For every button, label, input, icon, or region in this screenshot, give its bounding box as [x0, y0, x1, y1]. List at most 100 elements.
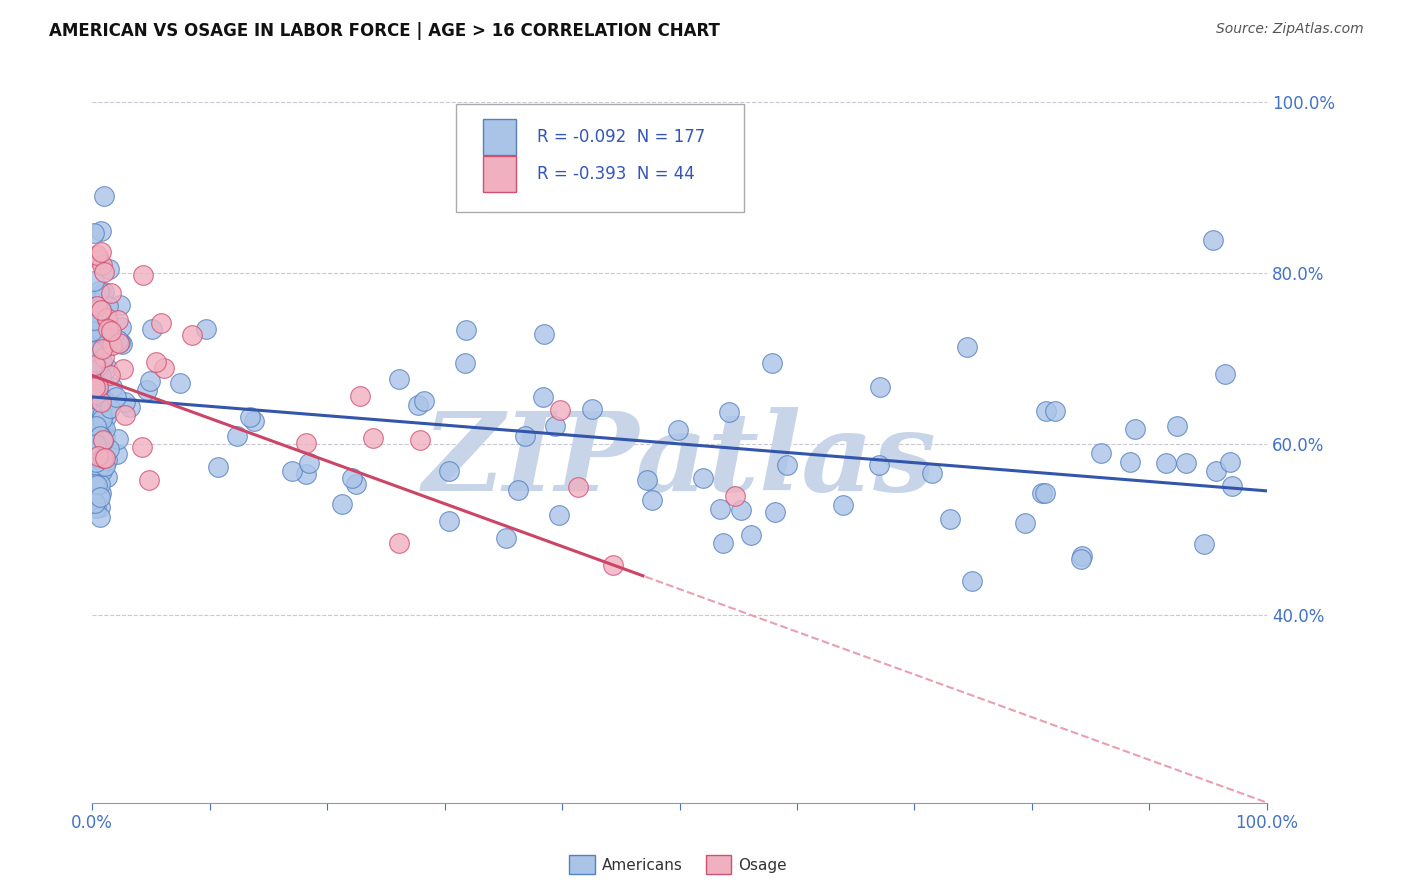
Point — [207, 460, 229, 475]
Point — [297, 456, 319, 470]
Point — [94, 410, 117, 425]
Point — [90, 368, 112, 383]
Point — [1035, 404, 1057, 418]
Point — [90, 337, 112, 351]
Point — [869, 380, 891, 394]
Point — [91, 318, 114, 332]
Point — [86, 315, 108, 329]
Point — [87, 447, 110, 461]
Point — [636, 473, 658, 487]
Point — [83, 347, 105, 361]
Point — [87, 428, 110, 442]
Point — [82, 314, 104, 328]
Point — [544, 419, 567, 434]
Point — [108, 335, 131, 350]
Point — [150, 316, 173, 330]
Point — [96, 470, 118, 484]
Point — [83, 343, 105, 358]
Point — [94, 315, 117, 329]
Point — [960, 574, 983, 589]
Point — [97, 442, 120, 456]
Point — [84, 437, 107, 451]
Point — [114, 395, 136, 409]
Point — [533, 326, 555, 341]
Point — [1123, 422, 1146, 436]
Point — [98, 262, 121, 277]
Point — [83, 476, 105, 491]
Point — [114, 408, 136, 422]
Point — [1045, 404, 1067, 418]
Point — [711, 536, 734, 550]
Point — [87, 363, 110, 377]
Point — [83, 226, 105, 240]
Point — [388, 372, 411, 386]
Point — [89, 284, 111, 298]
Point — [83, 294, 105, 309]
Point — [87, 252, 110, 266]
Point — [82, 299, 104, 313]
Point — [82, 411, 104, 425]
FancyBboxPatch shape — [484, 119, 516, 154]
Point — [1090, 446, 1112, 460]
Text: AMERICAN VS OSAGE IN LABOR FORCE | AGE > 16 CORRELATION CHART: AMERICAN VS OSAGE IN LABOR FORCE | AGE >… — [49, 22, 720, 40]
Point — [243, 414, 266, 428]
Point — [96, 334, 118, 349]
Point — [295, 436, 318, 450]
Point — [340, 470, 363, 484]
Point — [1205, 464, 1227, 478]
Point — [1219, 455, 1241, 469]
Point — [1070, 552, 1092, 566]
Point — [87, 460, 110, 475]
Point — [956, 341, 979, 355]
Point — [107, 433, 129, 447]
Point — [330, 497, 353, 511]
Point — [709, 502, 731, 516]
Point — [1154, 456, 1177, 470]
Point — [90, 245, 112, 260]
Point — [869, 458, 891, 472]
Point — [86, 415, 108, 429]
Point — [84, 326, 107, 340]
Point — [717, 405, 740, 419]
Point — [939, 512, 962, 526]
Point — [239, 410, 262, 425]
Point — [84, 339, 107, 353]
Point — [82, 344, 104, 359]
Point — [1031, 485, 1053, 500]
Point — [181, 328, 204, 343]
Point — [513, 429, 536, 443]
Point — [90, 302, 112, 317]
Point — [87, 327, 110, 342]
Point — [763, 505, 786, 519]
Point — [141, 322, 163, 336]
Point — [82, 332, 104, 346]
Point — [361, 431, 384, 445]
Point — [93, 285, 115, 299]
Point — [1070, 549, 1092, 564]
Point — [98, 401, 121, 416]
Point — [96, 310, 118, 325]
Point — [98, 368, 121, 382]
Point — [83, 274, 105, 288]
Point — [108, 334, 131, 349]
Point — [82, 374, 104, 388]
Point — [90, 258, 112, 272]
Point — [454, 356, 477, 370]
Point — [93, 189, 115, 203]
Point — [93, 350, 115, 364]
Point — [90, 394, 112, 409]
Point — [281, 464, 304, 478]
Point — [437, 464, 460, 478]
Point — [740, 527, 762, 541]
Point — [87, 379, 110, 393]
Point — [93, 434, 115, 449]
Point — [94, 450, 117, 464]
Point — [108, 298, 131, 312]
Point — [93, 451, 115, 466]
Point — [100, 380, 122, 394]
Point — [93, 265, 115, 279]
Point — [602, 558, 624, 572]
Point — [406, 398, 429, 412]
Point — [86, 304, 108, 318]
Point — [89, 490, 111, 504]
